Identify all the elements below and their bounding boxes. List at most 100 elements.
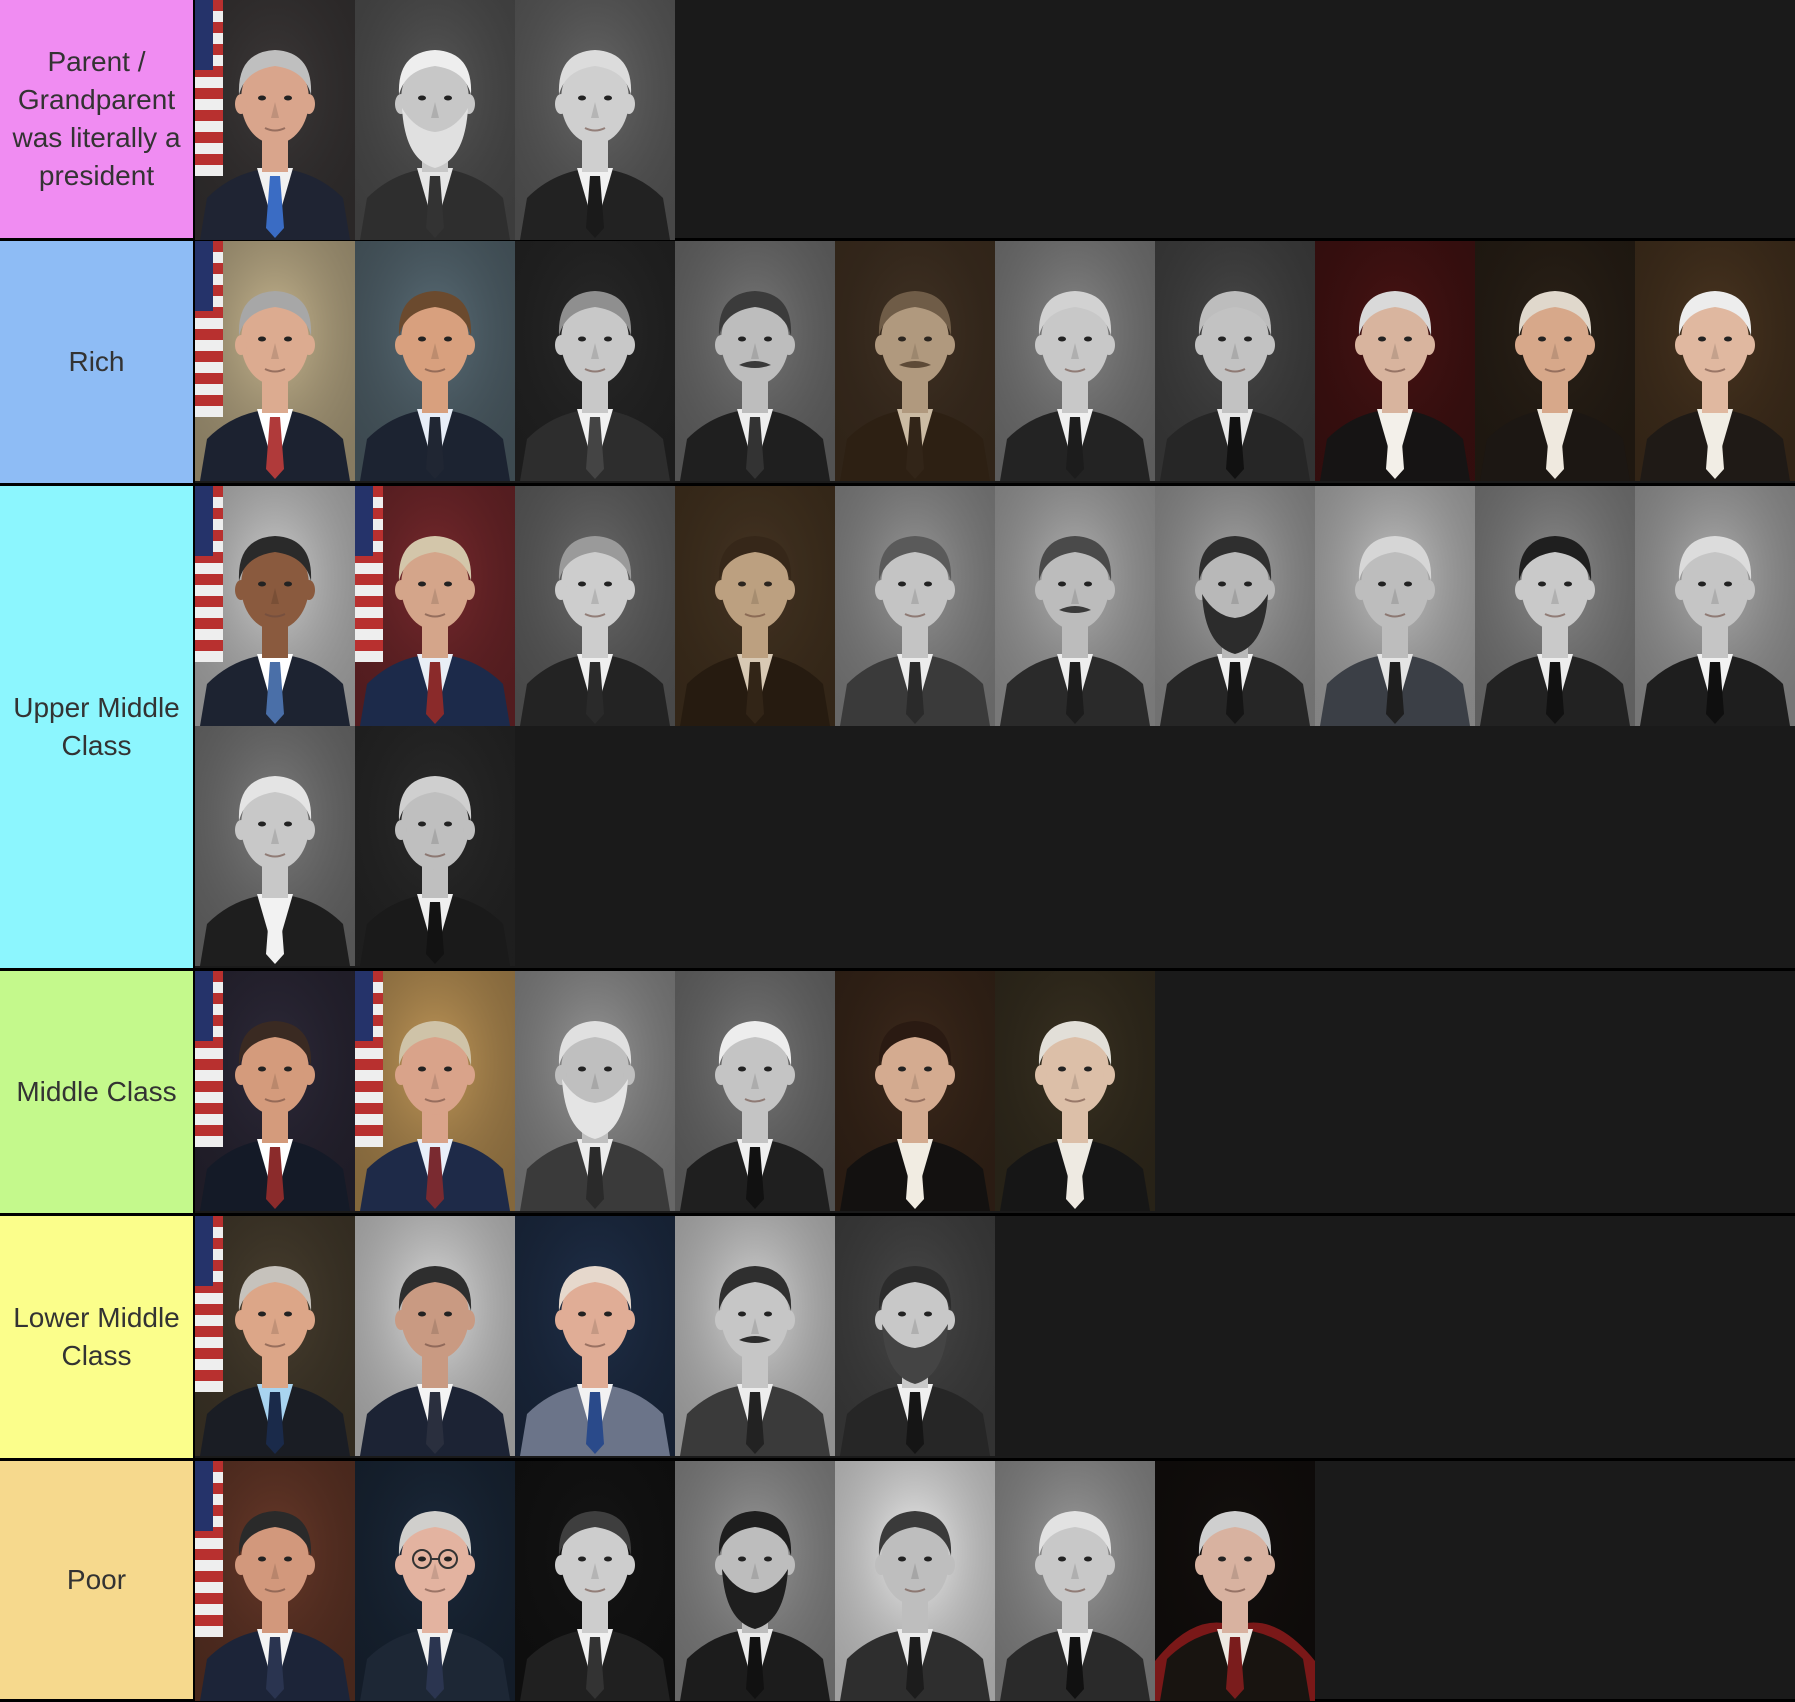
portrait-image [195,241,355,481]
portrait-image [995,486,1155,726]
tier-row: Poor [0,1461,1795,1702]
portrait-card[interactable] [355,726,515,966]
tier-label[interactable]: Rich [0,241,195,483]
tier-label[interactable]: Lower Middle Class [0,1216,195,1458]
portrait-card[interactable] [995,241,1155,481]
portrait-image [1475,486,1635,726]
portrait-card[interactable] [1635,486,1795,726]
portrait-card[interactable] [995,1461,1155,1701]
portrait-image [195,486,355,726]
portrait-image [675,486,835,726]
portrait-card[interactable] [835,241,995,481]
portrait-card[interactable] [675,971,835,1211]
portrait-card[interactable] [1635,241,1795,481]
portrait-image [1635,486,1795,726]
portrait-card[interactable] [355,971,515,1211]
portrait-card[interactable] [195,486,355,726]
portrait-card[interactable] [515,241,675,481]
portrait-image [835,971,995,1211]
tier-label[interactable]: Parent / Grandparent was literally a pre… [0,0,195,238]
portrait-image [835,1216,995,1456]
tier-items [195,1216,1795,1458]
portrait-image [515,0,675,240]
portrait-image [675,1461,835,1701]
portrait-image [515,241,675,481]
portrait-card[interactable] [195,726,355,966]
portrait-image [1635,241,1795,481]
tier-items [195,1461,1795,1701]
portrait-image [1475,241,1635,481]
portrait-image [995,971,1155,1211]
portrait-image [1315,486,1475,726]
portrait-card[interactable] [355,241,515,481]
tier-label[interactable]: Poor [0,1461,195,1699]
portrait-image [355,1461,515,1701]
tier-items [195,0,1795,240]
portrait-image [355,0,515,240]
portrait-image [1155,241,1315,481]
tier-row: Parent / Grandparent was literally a pre… [0,0,1795,241]
portrait-image [515,1216,675,1456]
portrait-card[interactable] [835,1461,995,1701]
portrait-image [195,0,355,240]
portrait-card[interactable] [835,1216,995,1456]
portrait-card[interactable] [515,1216,675,1456]
portrait-card[interactable] [1315,486,1475,726]
portrait-image [515,971,675,1211]
portrait-card[interactable] [355,1461,515,1701]
portrait-card[interactable] [355,1216,515,1456]
portrait-image [1315,241,1475,481]
portrait-card[interactable] [195,0,355,240]
portrait-image [195,1461,355,1701]
portrait-image [835,486,995,726]
portrait-card[interactable] [675,1216,835,1456]
tier-label[interactable]: Upper Middle Class [0,486,195,968]
portrait-card[interactable] [355,486,515,726]
portrait-card[interactable] [195,241,355,481]
portrait-image [355,1216,515,1456]
portrait-image [1155,1461,1315,1701]
portrait-card[interactable] [195,1216,355,1456]
tier-items [195,486,1795,968]
portrait-card[interactable] [995,486,1155,726]
portrait-card[interactable] [195,1461,355,1701]
portrait-card[interactable] [675,486,835,726]
portrait-card[interactable] [1475,241,1635,481]
portrait-card[interactable] [195,971,355,1211]
portrait-card[interactable] [1315,241,1475,481]
portrait-card[interactable] [995,971,1155,1211]
portrait-card[interactable] [515,971,675,1211]
portrait-image [995,1461,1155,1701]
tier-row: Upper Middle Class [0,486,1795,971]
tier-label[interactable]: Middle Class [0,971,195,1213]
tier-row: Lower Middle Class [0,1216,1795,1461]
portrait-image [195,1216,355,1456]
tier-items [195,971,1795,1213]
portrait-image [995,241,1155,481]
portrait-image [195,726,355,966]
portrait-image [515,1461,675,1701]
portrait-card[interactable] [515,1461,675,1701]
portrait-image [675,1216,835,1456]
portrait-image [1155,486,1315,726]
portrait-image [355,486,515,726]
portrait-card[interactable] [675,1461,835,1701]
portrait-card[interactable] [1475,486,1635,726]
portrait-card[interactable] [675,241,835,481]
portrait-card[interactable] [835,486,995,726]
portrait-image [355,726,515,966]
portrait-image [675,971,835,1211]
portrait-card[interactable] [515,0,675,240]
portrait-card[interactable] [1155,1461,1315,1701]
portrait-image [835,1461,995,1701]
portrait-card[interactable] [835,971,995,1211]
tier-row: Rich [0,241,1795,486]
portrait-card[interactable] [515,486,675,726]
portrait-card[interactable] [355,0,515,240]
tier-items [195,241,1795,483]
portrait-image [355,241,515,481]
portrait-image [835,241,995,481]
portrait-card[interactable] [1155,486,1315,726]
portrait-card[interactable] [1155,241,1315,481]
